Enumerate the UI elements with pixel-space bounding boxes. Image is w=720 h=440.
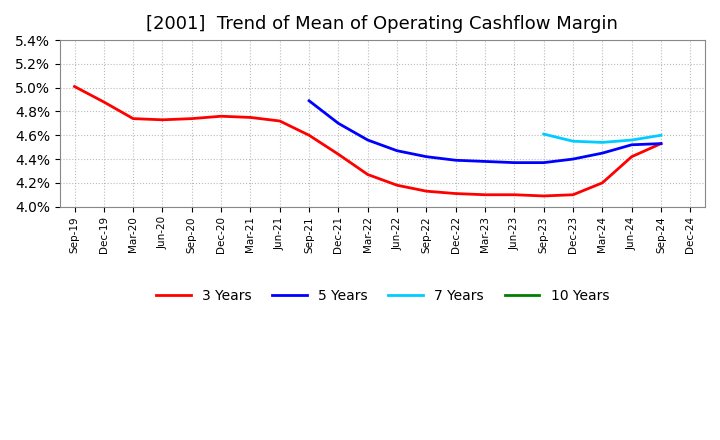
3 Years	[598, 180, 607, 186]
Legend: 3 Years, 5 Years, 7 Years, 10 Years: 3 Years, 5 Years, 7 Years, 10 Years	[150, 283, 615, 308]
3 Years	[70, 84, 78, 89]
3 Years	[627, 154, 636, 159]
Line: 5 Years: 5 Years	[309, 101, 661, 163]
5 Years	[539, 160, 548, 165]
7 Years	[539, 132, 548, 137]
7 Years	[598, 140, 607, 145]
3 Years	[539, 193, 548, 198]
3 Years	[129, 116, 138, 121]
5 Years	[657, 141, 665, 146]
5 Years	[305, 98, 313, 103]
3 Years	[510, 192, 518, 198]
3 Years	[364, 172, 372, 177]
3 Years	[246, 115, 255, 120]
3 Years	[422, 189, 431, 194]
7 Years	[657, 132, 665, 138]
3 Years	[99, 99, 108, 105]
3 Years	[334, 152, 343, 157]
Line: 7 Years: 7 Years	[544, 134, 661, 143]
3 Years	[276, 118, 284, 124]
3 Years	[305, 132, 313, 138]
5 Years	[481, 159, 490, 164]
3 Years	[657, 141, 665, 146]
3 Years	[393, 183, 402, 188]
3 Years	[158, 117, 167, 122]
Title: [2001]  Trend of Mean of Operating Cashflow Margin: [2001] Trend of Mean of Operating Cashfl…	[146, 15, 618, 33]
5 Years	[627, 142, 636, 147]
3 Years	[569, 192, 577, 198]
5 Years	[451, 158, 460, 163]
5 Years	[510, 160, 518, 165]
5 Years	[393, 148, 402, 154]
3 Years	[217, 114, 225, 119]
Line: 3 Years: 3 Years	[74, 87, 661, 196]
5 Years	[364, 137, 372, 143]
7 Years	[569, 139, 577, 144]
3 Years	[481, 192, 490, 198]
5 Years	[334, 121, 343, 126]
5 Years	[598, 150, 607, 156]
7 Years	[627, 137, 636, 143]
5 Years	[569, 157, 577, 162]
3 Years	[451, 191, 460, 196]
3 Years	[187, 116, 196, 121]
5 Years	[422, 154, 431, 159]
